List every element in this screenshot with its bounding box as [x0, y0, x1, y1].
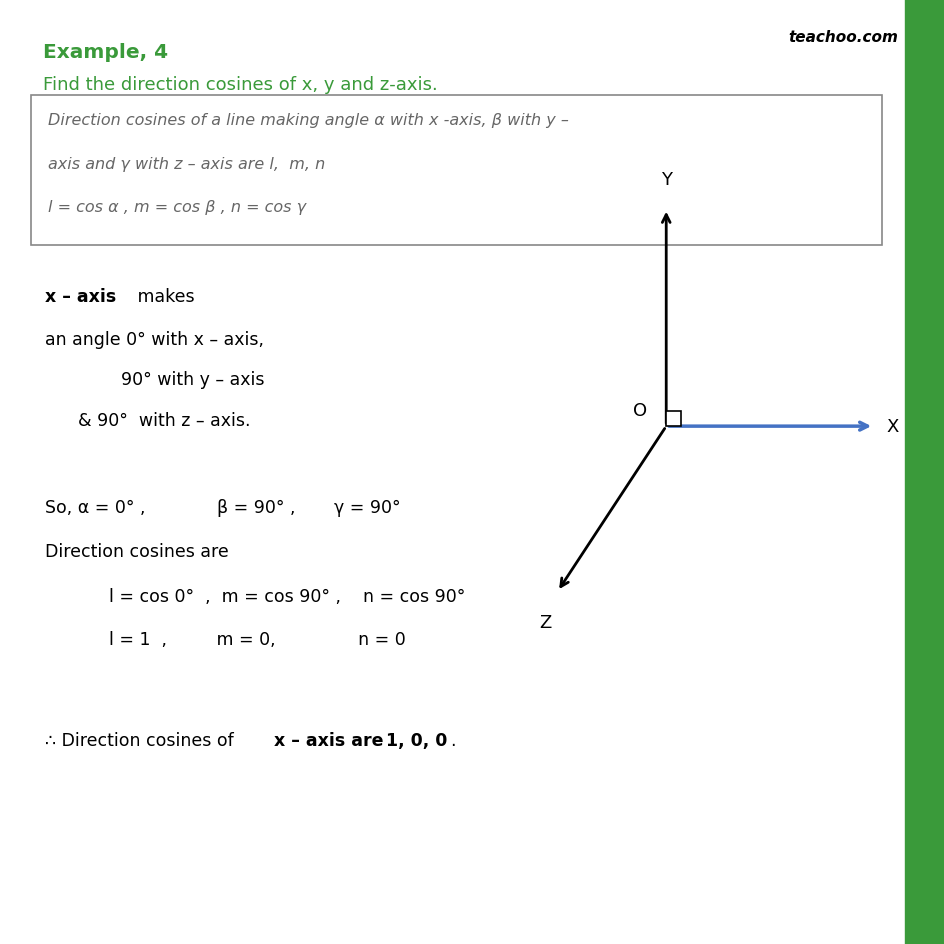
Text: So, α = 0° ,             β = 90° ,       γ = 90°: So, α = 0° , β = 90° , γ = 90° [45, 498, 400, 516]
Text: O: O [632, 401, 647, 419]
Text: Find the direction cosines of x, y and z-axis.: Find the direction cosines of x, y and z… [42, 76, 437, 93]
Text: makes: makes [132, 288, 194, 306]
Bar [666, 412, 681, 427]
Text: Z: Z [539, 614, 550, 632]
Text: ∴ Direction cosines of: ∴ Direction cosines of [45, 732, 240, 750]
Text: teachoo.com: teachoo.com [787, 30, 897, 45]
Text: Direction cosines of a line making angle α with x -axis, β with y –: Direction cosines of a line making angle… [48, 113, 568, 128]
Bar [31, 96, 881, 245]
Text: an angle 0° with x – axis,: an angle 0° with x – axis, [45, 330, 264, 348]
Text: Y: Y [660, 171, 671, 189]
Text: Direction cosines are: Direction cosines are [45, 543, 228, 561]
Text: Example, 4: Example, 4 [42, 42, 167, 61]
Text: 1, 0, 0: 1, 0, 0 [385, 732, 447, 750]
Text: 90° with y – axis: 90° with y – axis [121, 371, 264, 389]
Text: x – axis: x – axis [45, 288, 116, 306]
Bar [904, 0, 944, 944]
Text: l = cos α , m = cos β , n = cos γ: l = cos α , m = cos β , n = cos γ [48, 200, 306, 215]
Text: l = cos 0°  ,  m = cos 90° ,    n = cos 90°: l = cos 0° , m = cos 90° , n = cos 90° [109, 587, 464, 605]
Text: & 90°  with z – axis.: & 90° with z – axis. [78, 412, 251, 430]
Text: .: . [449, 732, 455, 750]
Text: l = 1  ,         m = 0,               n = 0: l = 1 , m = 0, n = 0 [109, 631, 405, 649]
Text: axis and γ with z – axis are l,  m, n: axis and γ with z – axis are l, m, n [48, 157, 325, 172]
Text: x – axis are: x – axis are [274, 732, 389, 750]
Text: X: X [885, 417, 898, 436]
